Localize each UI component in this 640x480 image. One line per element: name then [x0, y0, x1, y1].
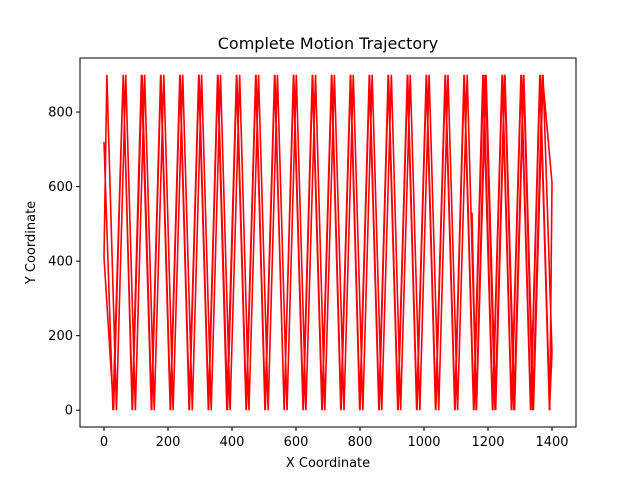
y-tick-label-4: 800: [48, 106, 73, 121]
series-layer: [103, 74, 553, 411]
y-axis: 0 200 400 600 800: [48, 106, 80, 419]
x-axis-title: X Coordinate: [286, 456, 370, 471]
x-tick-label-6: 1200: [471, 435, 504, 450]
x-tick-label-1: 200: [156, 435, 181, 450]
plot-area: [79, 57, 577, 428]
series-line-0: [103, 74, 553, 411]
x-tick-label-2: 400: [220, 435, 245, 450]
x-tick-label-0: 0: [100, 435, 108, 450]
chart-title: Complete Motion Trajectory: [218, 34, 439, 53]
y-tick-label-3: 600: [48, 180, 73, 195]
plot-frame: [79, 57, 577, 428]
y-axis-title: Y Coordinate: [24, 201, 39, 285]
x-tick-label-3: 600: [284, 435, 309, 450]
x-tick-label-7: 1400: [535, 435, 568, 450]
y-tick-label-0: 0: [65, 404, 73, 419]
x-tick-label-4: 800: [348, 435, 373, 450]
y-tick-label-1: 200: [48, 329, 73, 344]
y-tick-label-2: 400: [48, 255, 73, 270]
x-tick-label-5: 1000: [407, 435, 440, 450]
x-axis: 0 200 400 600 800 1000 1200 1400: [100, 427, 569, 450]
